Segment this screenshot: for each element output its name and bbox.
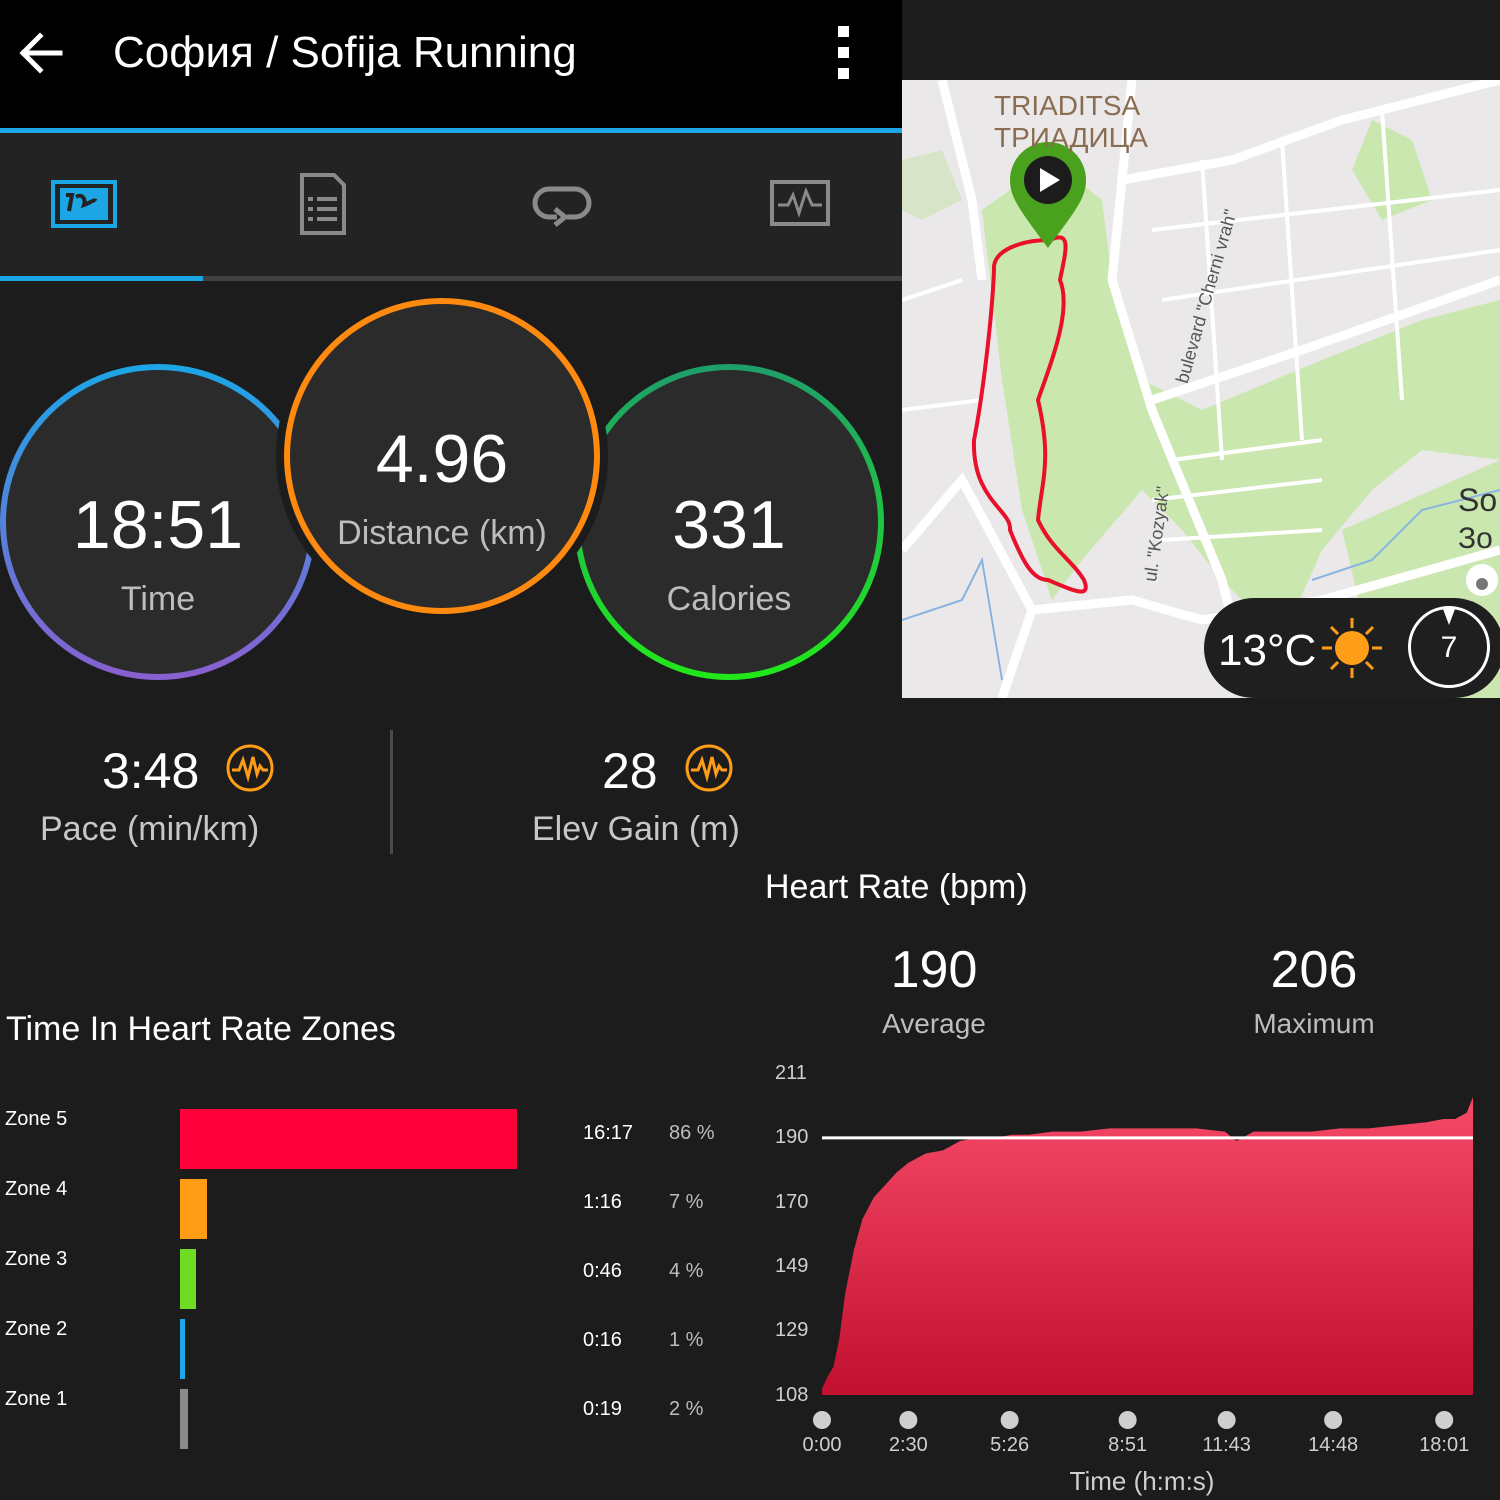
x-tick-label: 5:26	[990, 1434, 1030, 1456]
distance-value: 4.96	[375, 421, 509, 497]
heart-rate-average-label: Average	[882, 1008, 986, 1039]
tab-bar	[0, 133, 902, 277]
x-tick-label: 11:43	[1202, 1434, 1251, 1456]
stats-divider	[390, 730, 393, 854]
x-tick-dot	[1118, 1411, 1137, 1429]
time-ring-inner	[6, 370, 310, 674]
map-edge-label: So	[1458, 482, 1498, 518]
route-map[interactable]: TRIADITSA ТРИАДИЦА bulevard "Cherni vrah…	[902, 80, 1500, 698]
calories-label: Calories	[666, 580, 792, 618]
zone-bar	[180, 1249, 196, 1309]
x-tick-label: 0:00	[802, 1434, 842, 1456]
tab-track	[0, 276, 902, 281]
time-label: Time	[120, 580, 196, 618]
zone-bar	[180, 1319, 185, 1379]
document-list-icon	[300, 173, 346, 235]
map-edge-label: Зо	[1458, 522, 1493, 555]
zone-time: 1:16	[583, 1191, 622, 1213]
zone-percent: 1 %	[669, 1329, 704, 1351]
y-tick-label: 170	[775, 1191, 809, 1213]
heart-pulse-badge-icon	[685, 744, 733, 792]
page-title: София / Sofija Running	[113, 28, 577, 77]
zone-label: Zone 5	[5, 1108, 68, 1130]
zones-title: Time In Heart Rate Zones	[6, 1010, 396, 1048]
y-tick-label: 129	[775, 1319, 809, 1341]
weather-pill: 13°C 7	[1204, 598, 1500, 698]
x-tick-dot	[1217, 1411, 1236, 1429]
heart-pulse-badge-icon	[226, 744, 274, 792]
loop-arrow-icon	[532, 186, 592, 227]
calories-value: 331	[672, 487, 786, 563]
wind-value: 7	[1440, 631, 1458, 664]
zone-percent: 4 %	[669, 1260, 704, 1282]
y-tick-label: 211	[775, 1062, 807, 1084]
time-value: 18:51	[72, 487, 244, 563]
zone-label: Zone 4	[5, 1178, 68, 1200]
heart-rate-maximum-label: Maximum	[1253, 1008, 1375, 1039]
x-tick-label: 18:01	[1419, 1434, 1470, 1456]
zone-bar	[180, 1109, 517, 1169]
x-tick-dot	[813, 1411, 831, 1429]
elev-gain-value: 28	[602, 743, 658, 799]
zone-time: 0:16	[583, 1329, 622, 1351]
temperature: 13°C	[1218, 626, 1317, 675]
zone-bar	[180, 1389, 188, 1449]
sun-icon	[1320, 616, 1384, 680]
app-header	[0, 0, 902, 128]
heart-rate-title: Heart Rate (bpm)	[765, 868, 1028, 906]
arrow-left-icon[interactable]	[16, 28, 66, 78]
zone-percent: 7 %	[669, 1191, 704, 1213]
y-tick-label: 149	[775, 1255, 809, 1277]
y-tick-label: 190	[775, 1126, 809, 1148]
distance-label: Distance (km)	[337, 514, 547, 552]
tab-laps[interactable]	[527, 173, 597, 235]
distance-ring-inner	[290, 304, 594, 608]
x-tick-dot	[1435, 1411, 1454, 1429]
x-tick-dot	[899, 1411, 918, 1429]
x-tick-label: 8:51	[1108, 1434, 1148, 1456]
map-overview-icon	[51, 180, 117, 228]
header-accent-line	[0, 128, 902, 133]
zone-time: 0:46	[583, 1260, 622, 1282]
zone-bar	[180, 1179, 208, 1239]
tab-details[interactable]	[288, 173, 358, 235]
zone-time: 0:19	[583, 1398, 622, 1420]
zone-label: Zone 3	[5, 1248, 68, 1270]
map-area-label-cyrillic: ТРИАДИЦА	[994, 122, 1148, 153]
tab-overview[interactable]	[50, 173, 120, 235]
tab-charts[interactable]	[768, 173, 838, 235]
zone-label: Zone 2	[5, 1318, 68, 1340]
zone-percent: 2 %	[669, 1398, 704, 1420]
pace-value: 3:48	[102, 743, 200, 799]
elev-gain-label: Elev Gain (m)	[532, 810, 740, 848]
x-tick-dot	[1000, 1411, 1019, 1429]
wind-dial: 7	[1408, 606, 1490, 688]
pace-label: Pace (min/km)	[40, 810, 260, 848]
zone-time: 16:17	[583, 1122, 634, 1144]
x-tick-dot	[1324, 1411, 1343, 1429]
map-top-bar	[902, 0, 1500, 80]
y-tick-label: 108	[775, 1384, 809, 1406]
more-vertical-icon[interactable]	[838, 26, 854, 82]
heart-rate-area	[822, 1097, 1473, 1395]
x-axis-label: Time (h:m:s)	[1069, 1466, 1215, 1496]
calories-ring-inner	[580, 370, 878, 674]
tab-indicator	[0, 276, 203, 281]
map-area-label: TRIADITSA	[994, 90, 1141, 121]
zone-percent: 86 %	[669, 1122, 715, 1144]
x-tick-label: 14:48	[1308, 1434, 1359, 1456]
heart-rate-average-value: 190	[890, 941, 978, 999]
x-tick-label: 2:30	[888, 1434, 928, 1456]
heart-rate-maximum-value: 206	[1270, 941, 1358, 999]
zone-label: Zone 1	[5, 1388, 68, 1410]
activity-chart-icon	[770, 180, 830, 226]
